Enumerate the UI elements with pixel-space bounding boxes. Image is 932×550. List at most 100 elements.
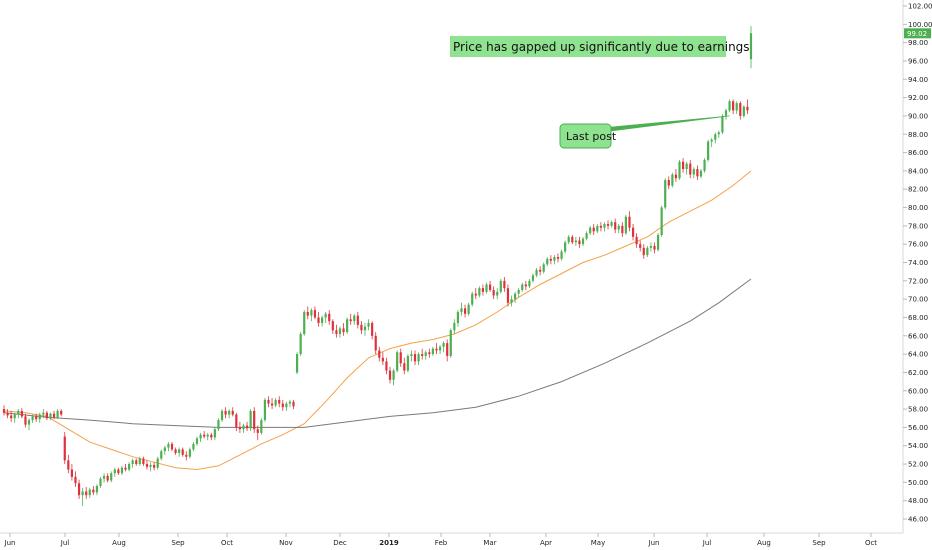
candle xyxy=(571,235,574,245)
candle-body xyxy=(274,399,277,406)
candle xyxy=(492,286,495,300)
y-tick-label: 98.00 xyxy=(908,39,928,47)
candle-body xyxy=(388,370,392,380)
candle xyxy=(689,159,692,179)
candle xyxy=(24,413,27,428)
candle-body xyxy=(6,412,9,416)
candle-body xyxy=(528,280,531,287)
candle-body xyxy=(20,410,23,417)
candle xyxy=(499,278,502,294)
candle-body xyxy=(571,236,574,243)
candle xyxy=(20,408,23,419)
candle xyxy=(460,302,463,316)
candle xyxy=(74,471,77,487)
candle xyxy=(324,311,327,323)
candle xyxy=(149,462,152,472)
candle xyxy=(381,352,384,366)
candle-body xyxy=(85,491,88,496)
candle xyxy=(574,236,577,247)
candle xyxy=(421,348,424,360)
candle xyxy=(474,288,477,300)
candle-body xyxy=(728,101,731,111)
candle xyxy=(131,458,134,468)
candle-body xyxy=(181,449,184,455)
candle xyxy=(374,332,377,355)
candle xyxy=(2,405,6,416)
candle xyxy=(102,473,106,483)
candle-body xyxy=(338,328,342,334)
candle xyxy=(664,178,667,210)
candle xyxy=(120,465,124,476)
candle-body xyxy=(2,409,6,413)
candle-body xyxy=(603,224,606,228)
candle-body xyxy=(306,311,309,316)
candle-body xyxy=(138,458,141,465)
candle xyxy=(199,432,202,443)
candle-body xyxy=(492,289,495,296)
candle xyxy=(360,321,363,334)
candle xyxy=(17,409,20,419)
candle-body xyxy=(567,236,570,243)
candle xyxy=(524,280,527,290)
candle-body xyxy=(474,293,477,296)
candle xyxy=(185,451,188,461)
candle-body xyxy=(696,169,699,177)
candle xyxy=(306,306,309,320)
y-tick-label: 100.00 xyxy=(908,21,932,29)
y-tick-label: 94.00 xyxy=(908,76,928,84)
candle xyxy=(410,350,413,362)
candle xyxy=(606,220,610,230)
candle xyxy=(81,487,84,507)
candle-body xyxy=(656,235,660,250)
y-tick-label: 48.00 xyxy=(908,497,928,505)
candle xyxy=(38,412,41,423)
candle xyxy=(428,348,431,358)
candle-body xyxy=(331,321,334,331)
annotations: Price has gapped up significantly due to… xyxy=(450,36,750,149)
candle-body xyxy=(38,414,41,420)
candle-body xyxy=(10,415,13,419)
candle xyxy=(35,413,38,422)
candle xyxy=(310,308,313,322)
candle-body xyxy=(324,313,327,318)
candle xyxy=(127,462,131,472)
x-tick-label: 2019 xyxy=(379,539,399,547)
candle xyxy=(517,288,520,298)
candle xyxy=(431,346,434,356)
candle-body xyxy=(517,289,520,294)
y-tick-label: 102.00 xyxy=(908,3,932,11)
candle-body xyxy=(142,458,145,465)
candle-body xyxy=(478,288,481,296)
y-tick-label: 66.00 xyxy=(908,332,928,340)
candle xyxy=(735,101,738,115)
candle-body xyxy=(453,322,456,331)
candle-body xyxy=(506,288,510,303)
candle xyxy=(263,398,267,422)
candle xyxy=(581,236,585,247)
candle-body xyxy=(585,233,588,239)
candle-body xyxy=(374,335,377,351)
candle xyxy=(453,319,456,334)
candle xyxy=(371,321,374,340)
candle xyxy=(163,445,166,455)
candle-body xyxy=(260,420,263,433)
candle-body xyxy=(213,429,216,438)
x-tick-label: Jul xyxy=(702,539,712,547)
candle xyxy=(553,255,556,265)
candle xyxy=(56,409,59,420)
candle xyxy=(331,319,334,334)
candle-body xyxy=(288,401,292,404)
candle xyxy=(224,407,227,419)
candle xyxy=(592,224,595,236)
x-tick-label: Jul xyxy=(60,539,70,547)
candle-body xyxy=(717,132,720,135)
candle xyxy=(135,458,138,466)
candle xyxy=(349,313,352,325)
candle-body xyxy=(689,163,692,175)
candle xyxy=(295,352,299,375)
candle xyxy=(413,350,417,366)
candle xyxy=(471,291,474,307)
x-tick-label: May xyxy=(591,539,605,547)
